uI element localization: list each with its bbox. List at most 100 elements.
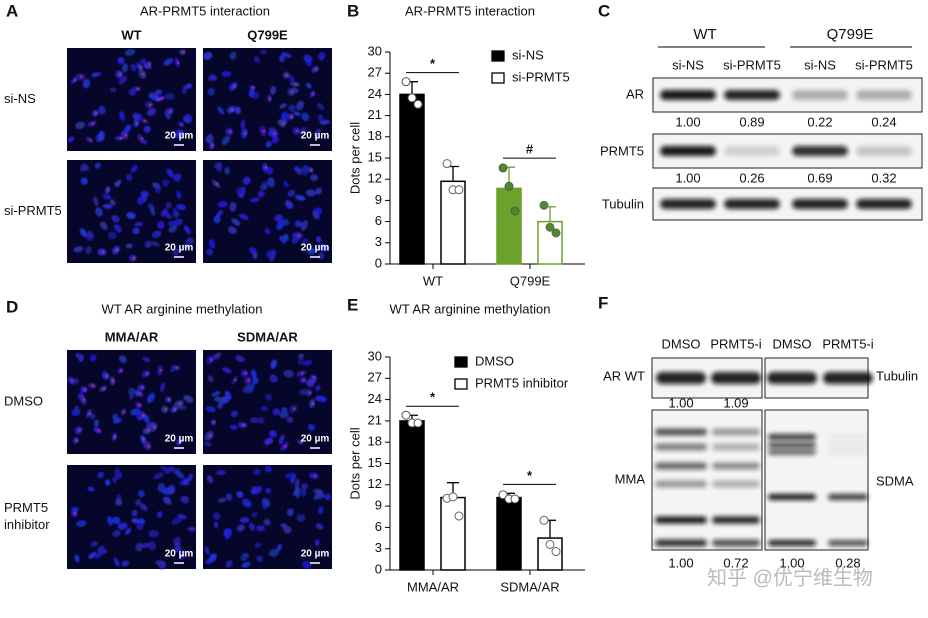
band (655, 443, 707, 451)
nucleus (269, 430, 277, 438)
nucleus (213, 512, 221, 520)
nucleus (154, 186, 161, 194)
bar (399, 93, 425, 265)
red-dot (247, 379, 250, 382)
nucleus (186, 237, 194, 245)
lane-label: DMSO (662, 336, 701, 351)
nucleus (286, 508, 294, 517)
nucleus (107, 516, 114, 526)
nucleus (96, 547, 108, 555)
nucleus (254, 469, 261, 476)
nucleus (157, 482, 165, 493)
red-dot (178, 402, 181, 405)
nucleus (109, 199, 116, 206)
nucleus (139, 503, 148, 511)
red-dot (114, 435, 117, 438)
nucleus (251, 512, 258, 517)
red-dot (234, 379, 237, 382)
nucleus (317, 506, 324, 515)
band (712, 480, 760, 488)
scale-bar-label: 20 µm (301, 131, 330, 142)
legend-swatch (491, 72, 505, 84)
nucleus (180, 495, 189, 504)
nucleus (283, 526, 292, 534)
nucleus (240, 119, 246, 129)
nucleus (302, 165, 309, 173)
nucleus (307, 423, 316, 431)
band (660, 199, 716, 209)
nucleus (228, 226, 237, 234)
nucleus (160, 382, 166, 393)
nucleus (306, 379, 315, 388)
nucleus (206, 475, 214, 484)
red-dot (160, 97, 163, 100)
nucleus (72, 378, 79, 384)
nucleus (268, 549, 279, 557)
nucleus (173, 248, 180, 256)
red-dot (146, 372, 149, 375)
red-dot (83, 398, 86, 401)
red-dot (101, 251, 104, 254)
nucleus (225, 560, 233, 568)
nucleus (94, 162, 101, 169)
red-dot (180, 123, 183, 126)
red-dot (80, 75, 83, 78)
nucleus (125, 527, 132, 535)
cells (67, 48, 193, 145)
nucleus (90, 541, 98, 547)
nucleus (76, 520, 87, 527)
nucleus (117, 522, 128, 530)
data-point (498, 163, 508, 173)
nucleus (183, 395, 194, 403)
nucleus (148, 530, 159, 538)
red-dot (300, 441, 303, 444)
red-dot (312, 402, 315, 405)
panel-label: A (6, 1, 18, 20)
nucleus (157, 221, 165, 229)
nucleus (236, 524, 245, 532)
nucleus (229, 51, 237, 60)
nucleus (217, 401, 224, 409)
nucleus (131, 518, 141, 524)
nucleus (98, 130, 105, 141)
nucleus (100, 221, 108, 230)
lane-label: si-PRMT5 (723, 57, 781, 72)
y-tick-label: 12 (368, 476, 382, 491)
quantification: 1.00 (779, 555, 804, 570)
nucleus (215, 210, 223, 218)
y-tick-label: 0 (375, 255, 382, 270)
nucleus (234, 106, 241, 115)
nucleus (126, 212, 136, 220)
red-dot (97, 429, 100, 432)
scale-bar-label: 20 µm (301, 549, 330, 560)
legend-swatch (454, 356, 468, 368)
lane-label: PRMT5-i (710, 336, 761, 351)
quantification: 0.72 (723, 555, 748, 570)
nucleus (292, 487, 301, 496)
scale-bar-label: 20 µm (165, 434, 194, 445)
nucleus (249, 247, 257, 255)
red-dot (216, 182, 219, 185)
nucleus (266, 249, 277, 258)
nucleus (173, 173, 182, 182)
nucleus (263, 519, 269, 526)
band (823, 372, 873, 384)
nucleus (283, 369, 294, 378)
nucleus (170, 365, 177, 373)
nucleus (271, 136, 279, 144)
nucleus (146, 392, 155, 403)
nucleus (130, 165, 138, 173)
legend-label: si-PRMT5 (512, 69, 570, 84)
nucleus (146, 108, 157, 117)
red-dot (182, 51, 185, 54)
nucleus (265, 140, 272, 148)
bar (496, 187, 522, 265)
nucleus (163, 211, 172, 219)
red-dot (74, 512, 77, 515)
row-label: DMSO (4, 393, 43, 408)
nucleus (245, 382, 256, 392)
nucleus (176, 204, 186, 210)
panel-title: AR-PRMT5 interaction (140, 3, 270, 18)
red-dot (282, 122, 285, 125)
panel-label: C (598, 1, 610, 20)
